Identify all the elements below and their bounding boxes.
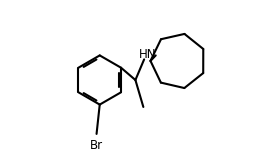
Text: HN: HN [139,48,157,61]
Text: Br: Br [90,139,103,152]
